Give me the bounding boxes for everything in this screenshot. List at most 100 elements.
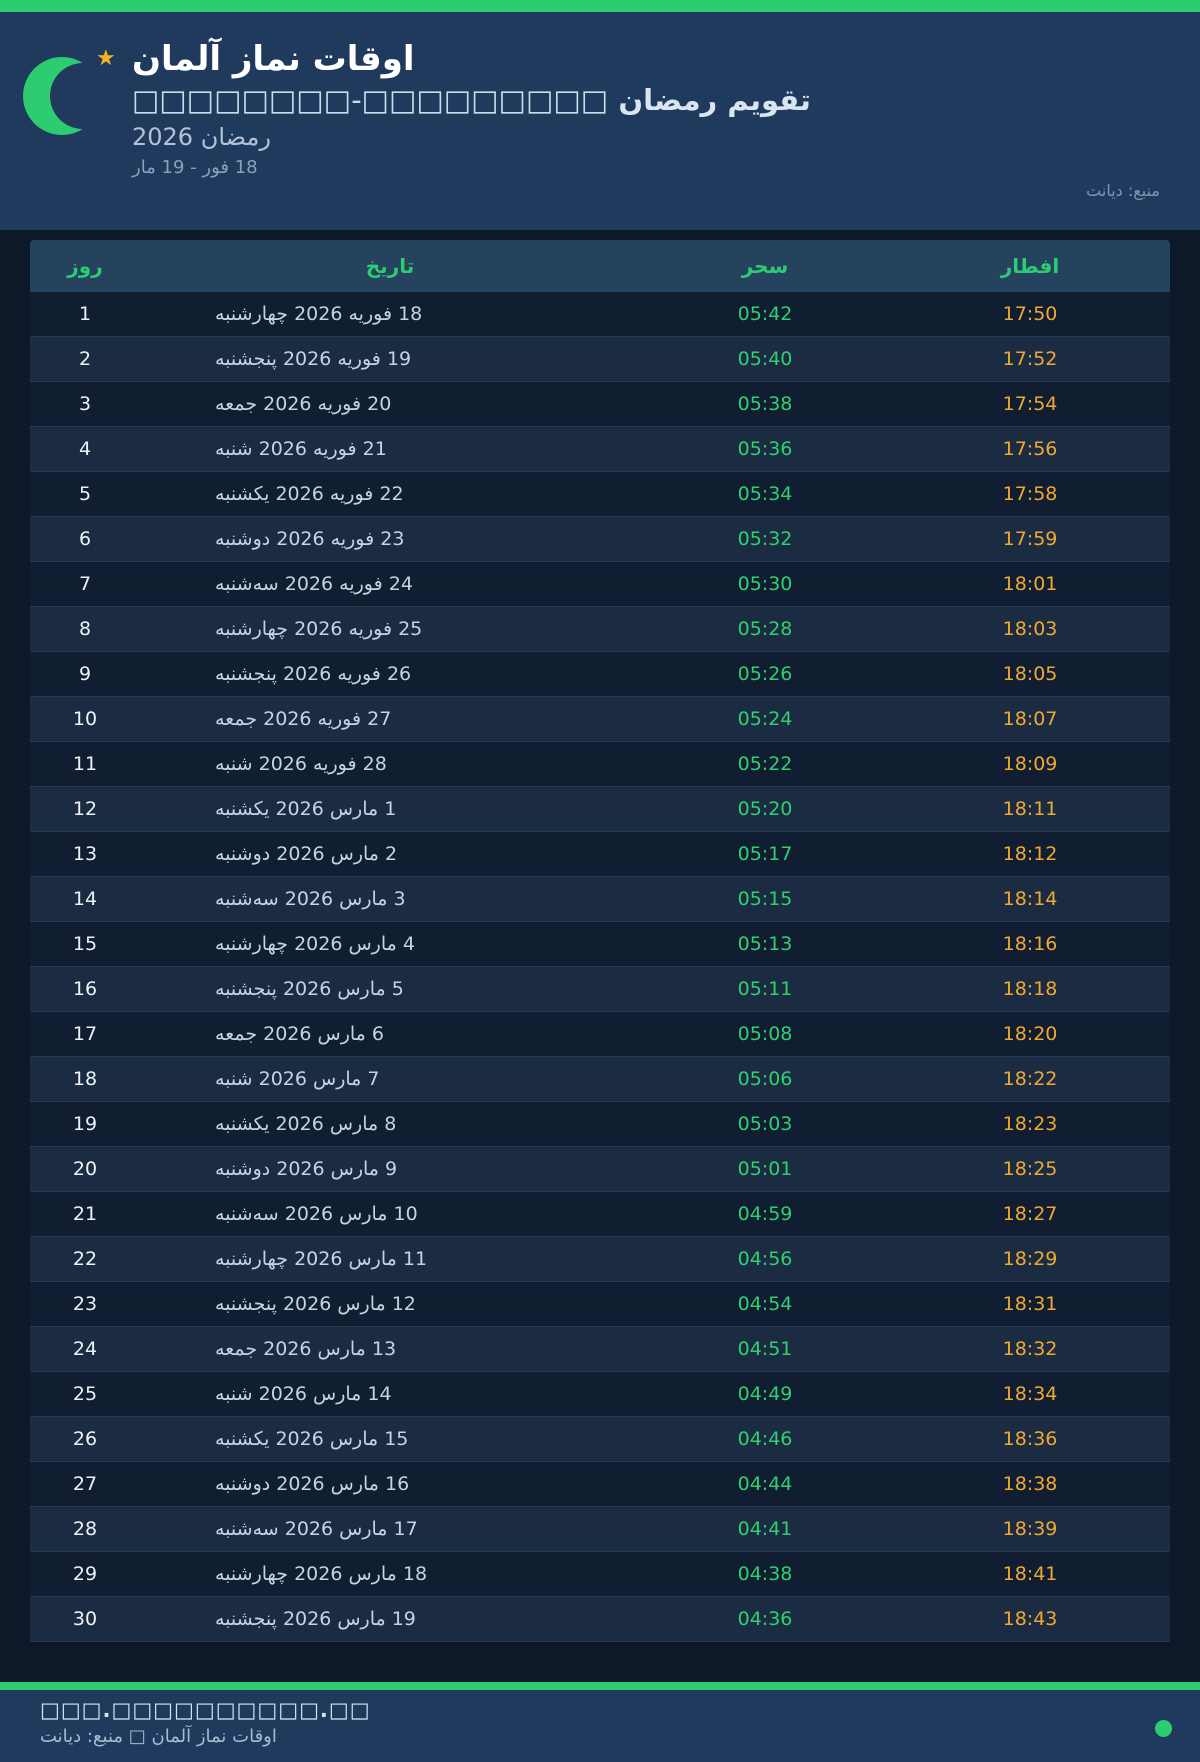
table-row: 27 16 مارس 2026 دوشنبه 04:44 18:38 [30,1461,1170,1507]
date-cell: 9 مارس 2026 دوشنبه [140,1146,640,1192]
sahar-time-cell: 05:32 [640,516,890,562]
sahar-time-cell: 04:54 [640,1281,890,1327]
table-row: 5 22 فوریه 2026 یکشنبه 05:34 17:58 [30,471,1170,517]
column-header-iftar: افطار [890,240,1170,292]
season-label: رمضان 2026 [132,123,271,151]
sahar-time-cell: 05:13 [640,921,890,967]
iftar-time-cell: 18:32 [890,1326,1170,1372]
sahar-time-cell: 05:38 [640,381,890,427]
day-number-cell: 28 [30,1506,140,1552]
day-number-cell: 9 [30,651,140,697]
day-number-cell: 13 [30,831,140,877]
table-row: 25 14 مارس 2026 شنبه 04:49 18:34 [30,1371,1170,1417]
iftar-time-cell: 18:36 [890,1416,1170,1462]
crescent-moon-bite [50,63,116,129]
date-cell: 26 فوریه 2026 پنجشنبه [140,651,640,697]
iftar-time-cell: 18:03 [890,606,1170,652]
crescent-moon-icon [23,57,116,135]
date-range-label: 18 فور - 19 مار [132,157,258,178]
table-row: 17 6 مارس 2026 جمعه 05:08 18:20 [30,1011,1170,1057]
date-cell: 28 فوریه 2026 شنبه [140,741,640,787]
date-cell: 17 مارس 2026 سه‌شنبه [140,1506,640,1552]
iftar-time-cell: 18:09 [890,741,1170,787]
table-row: 9 26 فوریه 2026 پنجشنبه 05:26 18:05 [30,651,1170,697]
day-number-cell: 20 [30,1146,140,1192]
iftar-time-cell: 18:18 [890,966,1170,1012]
table-row: 4 21 فوریه 2026 شنبه 05:36 17:56 [30,426,1170,472]
table-header: روز تاریخ سحر افطار [30,240,1170,292]
day-number-cell: 26 [30,1416,140,1462]
date-cell: 12 مارس 2026 پنجشنبه [140,1281,640,1327]
day-number-cell: 16 [30,966,140,1012]
day-number-cell: 22 [30,1236,140,1282]
sahar-time-cell: 05:15 [640,876,890,922]
iftar-time-cell: 17:50 [890,292,1170,337]
prayer-times-table-wrap: روز تاریخ سحر افطار 1 18 فوریه 2026 چهار… [30,240,1170,1642]
date-cell: 10 مارس 2026 سه‌شنبه [140,1191,640,1237]
table-row: 29 18 مارس 2026 چهارشنبه 04:38 18:41 [30,1551,1170,1597]
table-row: 12 1 مارس 2026 یکشنبه 05:20 18:11 [30,786,1170,832]
table-body: 1 18 فوریه 2026 چهارشنبه 05:42 17:50 2 1… [30,292,1170,1642]
date-cell: 4 مارس 2026 چهارشنبه [140,921,640,967]
date-cell: 23 فوریه 2026 دوشنبه [140,516,640,562]
date-cell: 22 فوریه 2026 یکشنبه [140,471,640,517]
date-cell: 11 مارس 2026 چهارشنبه [140,1236,640,1282]
day-number-cell: 25 [30,1371,140,1417]
iftar-time-cell: 18:43 [890,1596,1170,1642]
day-number-cell: 6 [30,516,140,562]
sahar-time-cell: 05:42 [640,292,890,337]
iftar-time-cell: 18:41 [890,1551,1170,1597]
day-number-cell: 23 [30,1281,140,1327]
iftar-time-cell: 18:01 [890,561,1170,607]
date-cell: 3 مارس 2026 سه‌شنبه [140,876,640,922]
date-cell: 19 مارس 2026 پنجشنبه [140,1596,640,1642]
date-cell: 7 مارس 2026 شنبه [140,1056,640,1102]
date-cell: 18 مارس 2026 چهارشنبه [140,1551,640,1597]
day-number-cell: 19 [30,1101,140,1147]
table-row: 16 5 مارس 2026 پنجشنبه 05:11 18:18 [30,966,1170,1012]
iftar-time-cell: 17:59 [890,516,1170,562]
iftar-time-cell: 18:22 [890,1056,1170,1102]
day-number-cell: 3 [30,381,140,427]
date-cell: 21 فوریه 2026 شنبه [140,426,640,472]
table-row: 1 18 فوریه 2026 چهارشنبه 05:42 17:50 [30,292,1170,337]
footer-site-url: □□□.□□□□□□□□□□.□□ [40,1698,371,1722]
day-number-cell: 21 [30,1191,140,1237]
table-row: 19 8 مارس 2026 یکشنبه 05:03 18:23 [30,1101,1170,1147]
iftar-time-cell: 18:34 [890,1371,1170,1417]
day-number-cell: 11 [30,741,140,787]
table-row: 20 9 مارس 2026 دوشنبه 05:01 18:25 [30,1146,1170,1192]
sahar-time-cell: 05:17 [640,831,890,877]
day-number-cell: 5 [30,471,140,517]
iftar-time-cell: 18:31 [890,1281,1170,1327]
iftar-time-cell: 18:39 [890,1506,1170,1552]
table-row: 30 19 مارس 2026 پنجشنبه 04:36 18:43 [30,1596,1170,1642]
day-number-cell: 8 [30,606,140,652]
table-row: 7 24 فوریه 2026 سه‌شنبه 05:30 18:01 [30,561,1170,607]
sahar-time-cell: 05:01 [640,1146,890,1192]
date-cell: 20 فوریه 2026 جمعه [140,381,640,427]
sahar-time-cell: 05:26 [640,651,890,697]
table-row: 10 27 فوریه 2026 جمعه 05:24 18:07 [30,696,1170,742]
day-number-cell: 18 [30,1056,140,1102]
iftar-time-cell: 18:05 [890,651,1170,697]
date-cell: 14 مارس 2026 شنبه [140,1371,640,1417]
sahar-time-cell: 05:20 [640,786,890,832]
table-row: 23 12 مارس 2026 پنجشنبه 04:54 18:31 [30,1281,1170,1327]
date-cell: 25 فوریه 2026 چهارشنبه [140,606,640,652]
iftar-time-cell: 18:25 [890,1146,1170,1192]
subtitle-arabic: تقویم رمضان [618,83,811,117]
day-number-cell: 10 [30,696,140,742]
sahar-time-cell: 05:22 [640,741,890,787]
iftar-time-cell: 17:52 [890,336,1170,382]
date-cell: 8 مارس 2026 یکشنبه [140,1101,640,1147]
table-row: 6 23 فوریه 2026 دوشنبه 05:32 17:59 [30,516,1170,562]
sahar-time-cell: 05:36 [640,426,890,472]
day-number-cell: 24 [30,1326,140,1372]
iftar-time-cell: 18:27 [890,1191,1170,1237]
date-cell: 18 فوریه 2026 چهارشنبه [140,292,640,337]
iftar-time-cell: 17:56 [890,426,1170,472]
day-number-cell: 30 [30,1596,140,1642]
day-number-cell: 1 [30,292,140,337]
sahar-time-cell: 05:34 [640,471,890,517]
